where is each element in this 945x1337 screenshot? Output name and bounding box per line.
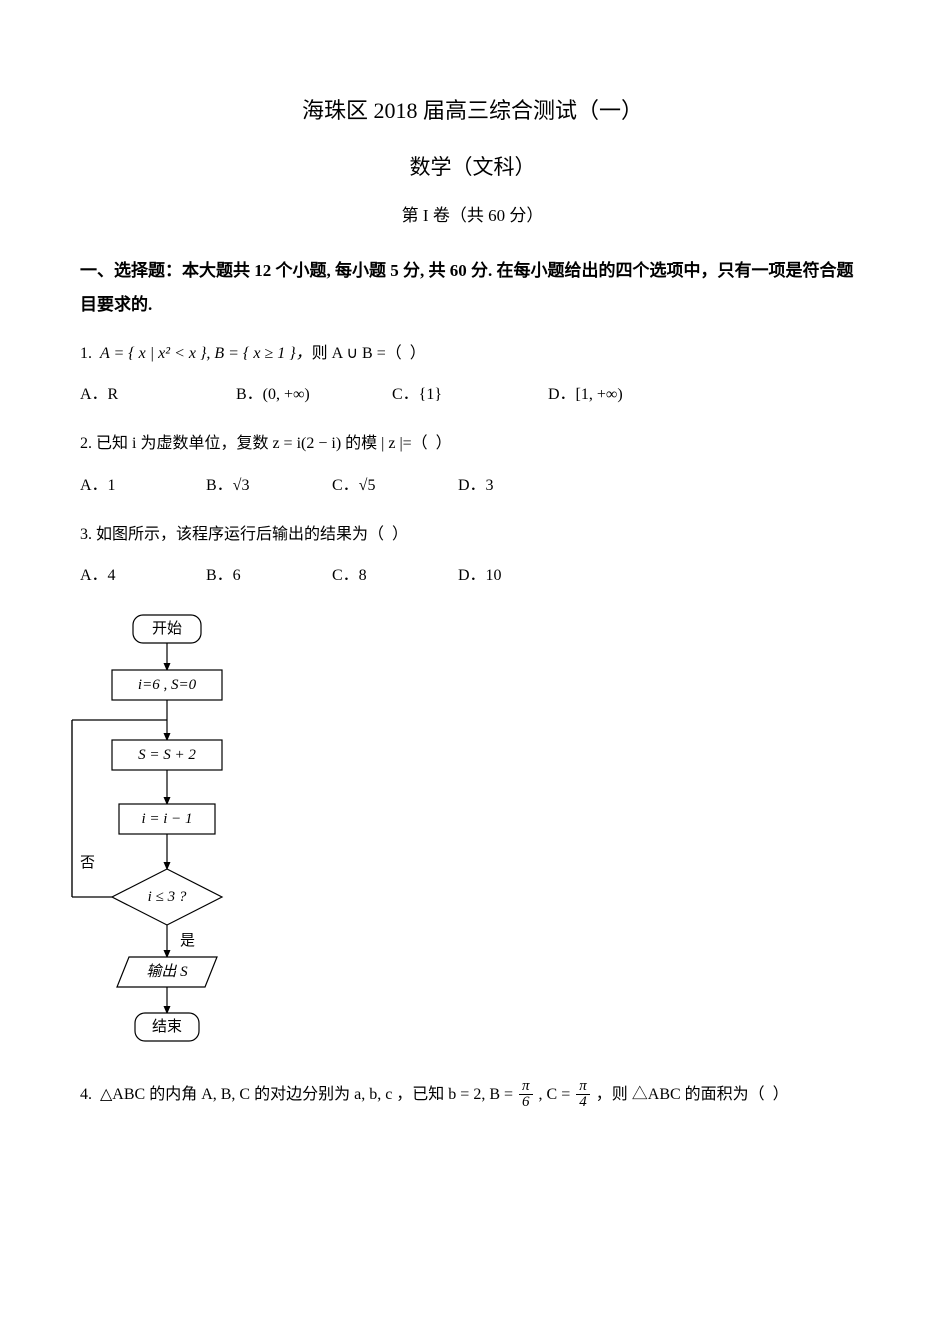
question-4: 4. △ABC 的内角 A, B, C 的对边分别为 a, b, c ，已知 b… — [80, 1077, 865, 1112]
q3-opt-d: D．10 — [458, 558, 568, 593]
q2-options: A．1 B．√3 C．√5 D．3 — [80, 468, 865, 503]
q1-opt-c: C．{1} — [392, 377, 532, 412]
q2-opt-d: D．3 — [458, 468, 568, 503]
q3-options: A．4 B．6 C．8 D．10 — [80, 558, 865, 593]
q4-mid: , C = — [535, 1086, 575, 1103]
svg-text:否: 否 — [80, 855, 95, 871]
svg-text:开始: 开始 — [152, 620, 182, 637]
q4-pre: 4. △ABC 的内角 A, B, C 的对边分别为 a, b, c ，已知 b… — [80, 1086, 517, 1103]
q1-prefix: 1. — [80, 345, 100, 362]
q1-suffix: 则 A ∪ B =（ ） — [312, 345, 426, 362]
flowchart: 是 否 开始 i=6 , S=0 S = S + 2 i = i − 1 i ≤ 3 ? 输出… — [62, 607, 865, 1058]
svg-text:结束: 结束 — [152, 1018, 182, 1035]
svg-text:输出 S: 输出 S — [146, 963, 188, 980]
question-1: 1. A = { x | x² < x }, B = { x ≥ 1 }，则 A… — [80, 336, 865, 412]
q2-prompt: 2. 已知 i 为虚数单位，复数 z = i(2 − i) 的模 | z |=（… — [80, 435, 452, 452]
q4-post: ，则 △ABC 的面积为（ ） — [592, 1086, 789, 1103]
main-title: 海珠区 2018 届高三综合测试（一） — [80, 90, 865, 132]
subject-title: 数学（文科） — [80, 148, 865, 188]
q3-opt-c: C．8 — [332, 558, 442, 593]
svg-text:i = i − 1: i = i − 1 — [141, 811, 192, 827]
q4-frac-B: π6 — [519, 1079, 533, 1112]
q1-opt-a: A．R — [80, 377, 220, 412]
q1-opt-d: D．[1, +∞) — [548, 377, 688, 412]
section-instructions: 一、选择题：本大题共 12 个小题, 每小题 5 分, 共 60 分. 在每小题… — [80, 254, 865, 322]
question-2: 2. 已知 i 为虚数单位，复数 z = i(2 − i) 的模 | z |=（… — [80, 426, 865, 502]
flowchart-svg: 是 否 开始 i=6 , S=0 S = S + 2 i = i − 1 i ≤ 3 ? 输出… — [62, 607, 272, 1047]
q1-options: A．R B．(0, +∞) C．{1} D．[1, +∞) — [80, 377, 865, 412]
svg-text:i ≤ 3 ?: i ≤ 3 ? — [148, 889, 187, 905]
q2-opt-c: C．√5 — [332, 468, 442, 503]
svg-text:S = S + 2: S = S + 2 — [138, 747, 196, 763]
q3-opt-a: A．4 — [80, 558, 190, 593]
q1-opt-b: B．(0, +∞) — [236, 377, 376, 412]
question-3: 3. 如图所示，该程序运行后输出的结果为（ ） A．4 B．6 C．8 D．10 — [80, 517, 865, 593]
q3-opt-b: B．6 — [206, 558, 316, 593]
section-title: 第 I 卷（共 60 分） — [80, 200, 865, 232]
svg-text:i=6 , S=0: i=6 , S=0 — [138, 677, 197, 693]
q2-opt-b: B．√3 — [206, 468, 316, 503]
q2-opt-a: A．1 — [80, 468, 190, 503]
svg-text:是: 是 — [180, 933, 195, 949]
q1-expr: A = { x | x² < x }, B = { x ≥ 1 }， — [100, 345, 312, 362]
q3-prompt: 3. 如图所示，该程序运行后输出的结果为（ ） — [80, 526, 408, 543]
q4-frac-C: π4 — [576, 1079, 590, 1112]
